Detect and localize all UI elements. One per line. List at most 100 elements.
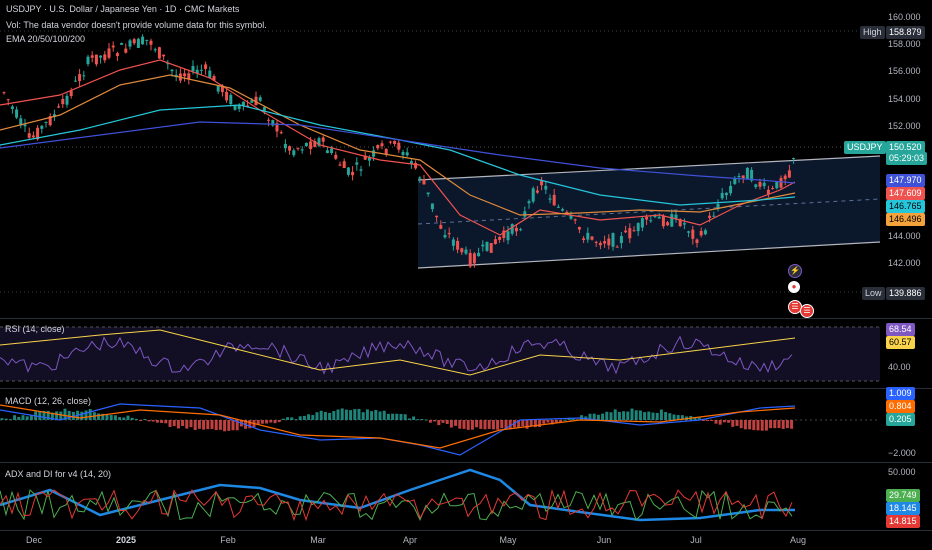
macd-histogram-bar: [630, 408, 634, 420]
candle-body: [279, 132, 283, 134]
candle-body: [678, 219, 682, 227]
macd-histogram-bar: [458, 420, 462, 429]
candle-body: [241, 101, 245, 106]
ema100-value: 146.765: [886, 200, 925, 213]
candle-body: [309, 141, 313, 150]
macd-histogram-bar: [248, 420, 252, 429]
macd-histogram-bar: [676, 415, 680, 420]
macd-histogram-bar: [189, 420, 193, 428]
macd-histogram-bar: [701, 420, 705, 421]
candle-body: [687, 231, 691, 233]
candle-body: [321, 137, 325, 142]
candle-body: [670, 214, 674, 227]
red-event-icon[interactable]: ●: [788, 281, 800, 293]
lightning-icon[interactable]: ⚡: [788, 264, 802, 278]
candle-body: [716, 204, 720, 209]
candle-body: [409, 161, 413, 164]
candle-body: [136, 38, 140, 48]
candle-body: [23, 124, 27, 127]
candle-body: [10, 106, 14, 109]
macd-histogram-bar: [739, 420, 743, 429]
jp-flag-icon[interactable]: ☰: [800, 304, 814, 318]
pane-separator[interactable]: [0, 462, 932, 463]
macd-histogram-bar: [752, 420, 756, 431]
price-tick: 142.000: [888, 258, 921, 268]
macd-histogram-bar: [403, 414, 407, 420]
macd-histogram-bar: [433, 420, 437, 422]
candle-body: [657, 216, 661, 219]
macd-histogram-bar: [483, 420, 487, 430]
candle-body: [435, 215, 439, 218]
macd-histogram-bar: [42, 410, 46, 420]
time-axis-separator: [0, 530, 932, 531]
candle-body: [82, 75, 86, 77]
macd-histogram-bar: [727, 420, 731, 423]
candle-body: [666, 222, 670, 226]
rsi-label[interactable]: RSI (14, close): [5, 324, 65, 334]
chart-title[interactable]: USDJPY · U.S. Dollar / Japanese Yen · 1D…: [6, 4, 240, 14]
time-label: Jun: [596, 535, 612, 545]
candle-body: [220, 85, 224, 93]
signal-line: [0, 404, 796, 449]
candle-body: [359, 169, 363, 171]
macd-histogram-bar: [634, 410, 638, 420]
candle-body: [493, 239, 497, 244]
macd-histogram-bar: [638, 410, 642, 420]
macd-histogram-bar: [659, 409, 663, 420]
macd-histogram-bar: [764, 420, 768, 431]
macd-histogram-bar: [722, 420, 726, 423]
pane-separator[interactable]: [0, 318, 932, 319]
channel-mid-line: [417, 198, 881, 225]
time-label: Jul: [690, 535, 702, 545]
macd-histogram-bar: [185, 420, 189, 429]
ema200-line: [0, 121, 796, 184]
macd-label[interactable]: MACD (12, 26, close): [5, 396, 92, 406]
macd-histogram-bar: [550, 420, 554, 425]
candle-body: [199, 69, 203, 71]
candle-body: [506, 231, 510, 241]
candle-body: [246, 105, 250, 107]
candle-body: [779, 178, 783, 188]
macd-histogram-bar: [181, 420, 185, 426]
candle-body: [708, 215, 712, 218]
candle-body: [15, 109, 19, 118]
candle-body: [619, 235, 623, 244]
candle-body: [699, 230, 703, 236]
candle-body: [745, 167, 749, 180]
macd-histogram-bar: [651, 412, 655, 420]
candle-body: [237, 105, 241, 109]
candle-body: [233, 105, 237, 110]
candle-body: [573, 219, 577, 221]
macd-histogram-bar: [416, 419, 420, 421]
adx-label[interactable]: ADX and DI for v4 (14, 20): [5, 469, 112, 479]
macd-histogram-bar: [21, 415, 25, 420]
macd-histogram-bar: [143, 419, 147, 421]
macd-histogram-bar: [605, 411, 609, 420]
high-label: High: [860, 26, 885, 39]
candle-body: [750, 169, 754, 181]
pane-separator[interactable]: [0, 388, 932, 389]
time-label: Feb: [220, 535, 236, 545]
ema-indicator-label[interactable]: EMA 20/50/100/200: [6, 34, 86, 44]
candle-body: [775, 181, 779, 189]
macd-histogram-bar: [743, 420, 747, 430]
candle-body: [296, 148, 300, 150]
candle-body: [502, 230, 506, 239]
candle-body: [86, 56, 90, 65]
us-flag-icon[interactable]: ☰: [788, 300, 802, 314]
candle-body: [636, 223, 640, 232]
macd-histogram-bar: [479, 420, 483, 429]
macd-histogram-bar: [113, 415, 117, 420]
macd-histogram-bar: [655, 412, 659, 420]
macd-histogram-bar: [357, 408, 361, 420]
macd-histogram-bar: [437, 420, 441, 426]
candle-body: [262, 107, 266, 111]
candle-body: [372, 150, 376, 157]
price-tick: 158.000: [888, 39, 921, 49]
candle-body: [204, 64, 208, 69]
candle-body: [388, 141, 392, 143]
macd-histogram-bar: [454, 420, 458, 426]
candle-body: [712, 215, 716, 217]
macd-histogram-bar: [760, 420, 764, 431]
